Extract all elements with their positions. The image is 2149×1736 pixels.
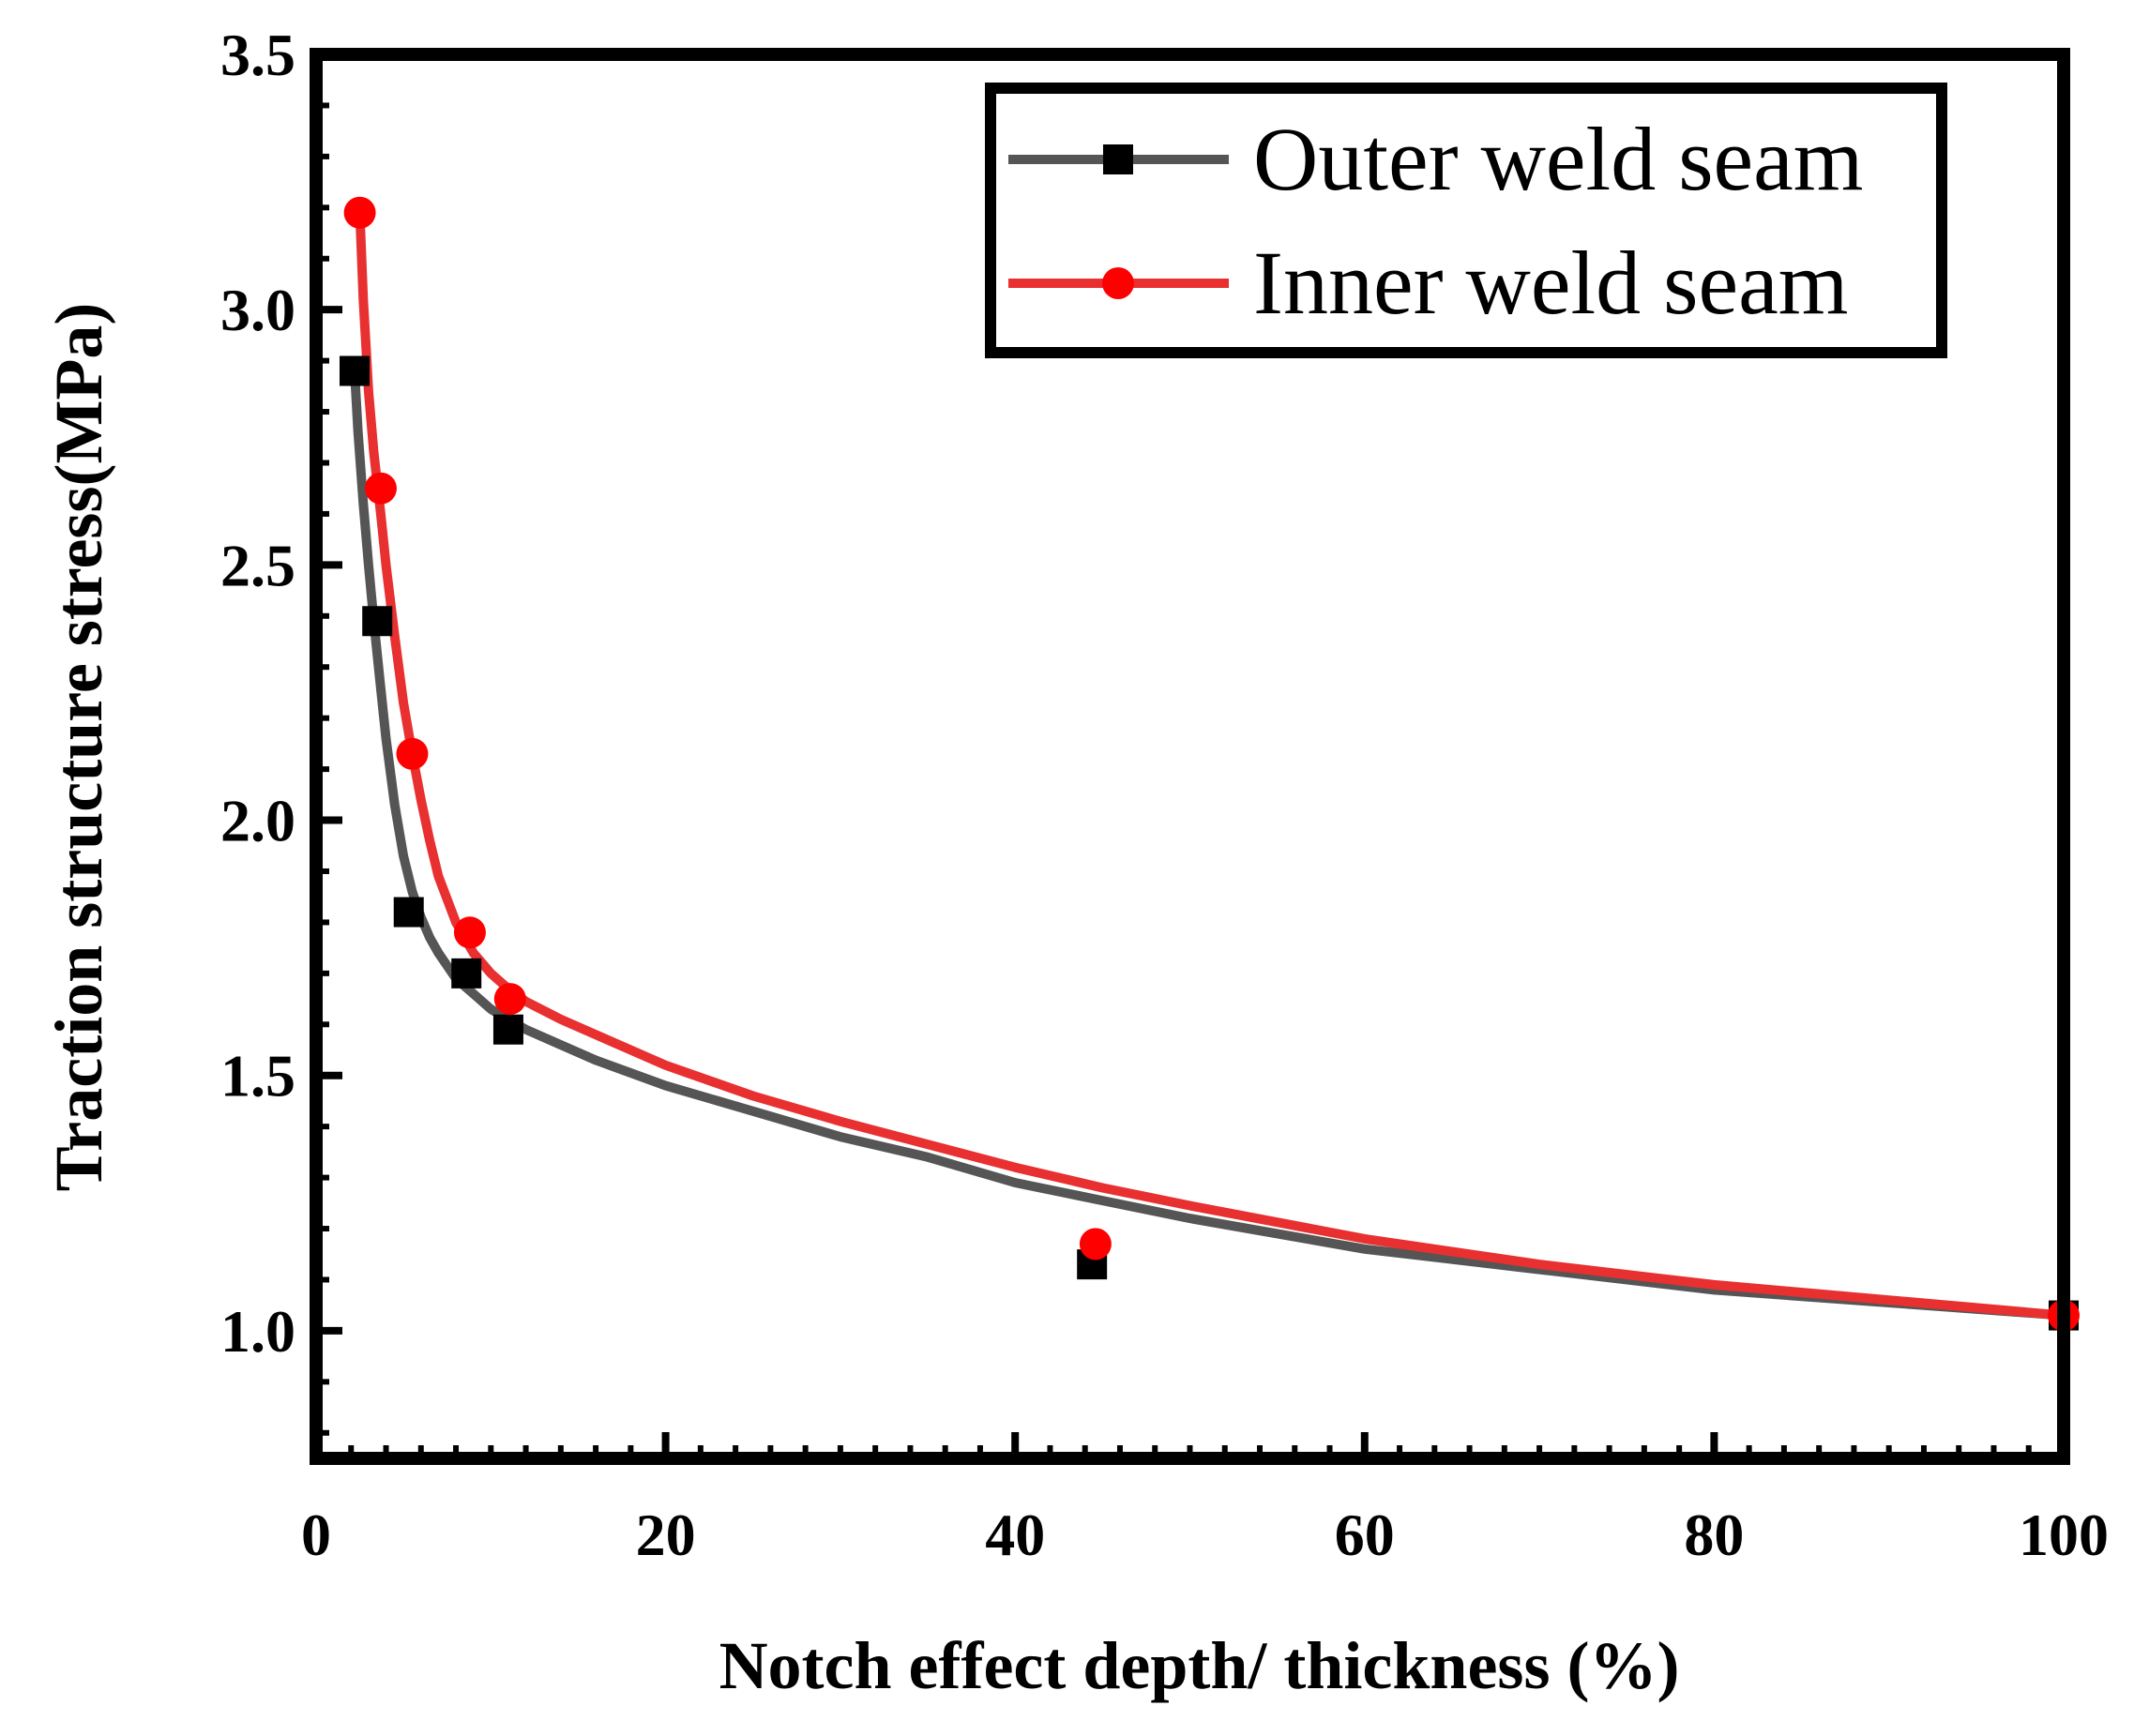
y-tick-label: 1.0 bbox=[220, 1298, 295, 1365]
x-tick-label: 20 bbox=[636, 1502, 696, 1568]
y-tick-label: 3.0 bbox=[220, 277, 295, 343]
inner-data-point bbox=[343, 196, 376, 229]
markers-layer bbox=[339, 196, 2080, 1332]
x-tick-label: 100 bbox=[2019, 1502, 2109, 1568]
x-tick-label: 40 bbox=[985, 1502, 1045, 1568]
legend-label-outer: Outer weld seam bbox=[1253, 109, 1863, 209]
legend-box bbox=[985, 83, 1947, 358]
legend: Outer weld seam Inner weld seam bbox=[985, 83, 1947, 358]
x-tick-label: 80 bbox=[1684, 1502, 1744, 1568]
x-axis-title: Notch effect depth/ thickness (%) bbox=[719, 1628, 1680, 1703]
y-tick-label: 3.5 bbox=[220, 22, 295, 88]
inner-data-point bbox=[396, 737, 429, 770]
outer-data-point bbox=[393, 897, 424, 928]
legend-marker-outer bbox=[1103, 144, 1133, 174]
outer-data-point bbox=[339, 355, 370, 386]
x-tick-label: 60 bbox=[1335, 1502, 1395, 1568]
inner-data-point bbox=[1079, 1228, 1112, 1260]
y-tick-label: 2.0 bbox=[220, 788, 295, 854]
outer-data-point bbox=[492, 1014, 523, 1045]
lines-layer bbox=[350, 207, 2068, 1321]
y-tick-label: 1.5 bbox=[220, 1043, 295, 1110]
y-tick-label: 2.5 bbox=[220, 532, 295, 598]
inner-data-point bbox=[364, 472, 397, 505]
y-axis-title: Traction structure stress(MPa) bbox=[41, 303, 116, 1192]
outer-data-point bbox=[362, 606, 393, 637]
inner-data-point bbox=[493, 983, 526, 1016]
inner-data-point bbox=[453, 916, 486, 949]
series-line-inner bbox=[355, 207, 2068, 1321]
legend-marker-inner bbox=[1102, 267, 1134, 299]
series-line-outer bbox=[350, 366, 2068, 1321]
x-tick-label: 0 bbox=[301, 1502, 331, 1568]
ticks-layer: 0 20 40 60 80 100 1.0 1.5 2.0 2.5 3.0 3.5 bbox=[220, 22, 2109, 1568]
outer-data-point bbox=[451, 958, 482, 989]
plot-frame bbox=[310, 48, 2070, 1465]
legend-label-inner: Inner weld seam bbox=[1253, 233, 1848, 333]
